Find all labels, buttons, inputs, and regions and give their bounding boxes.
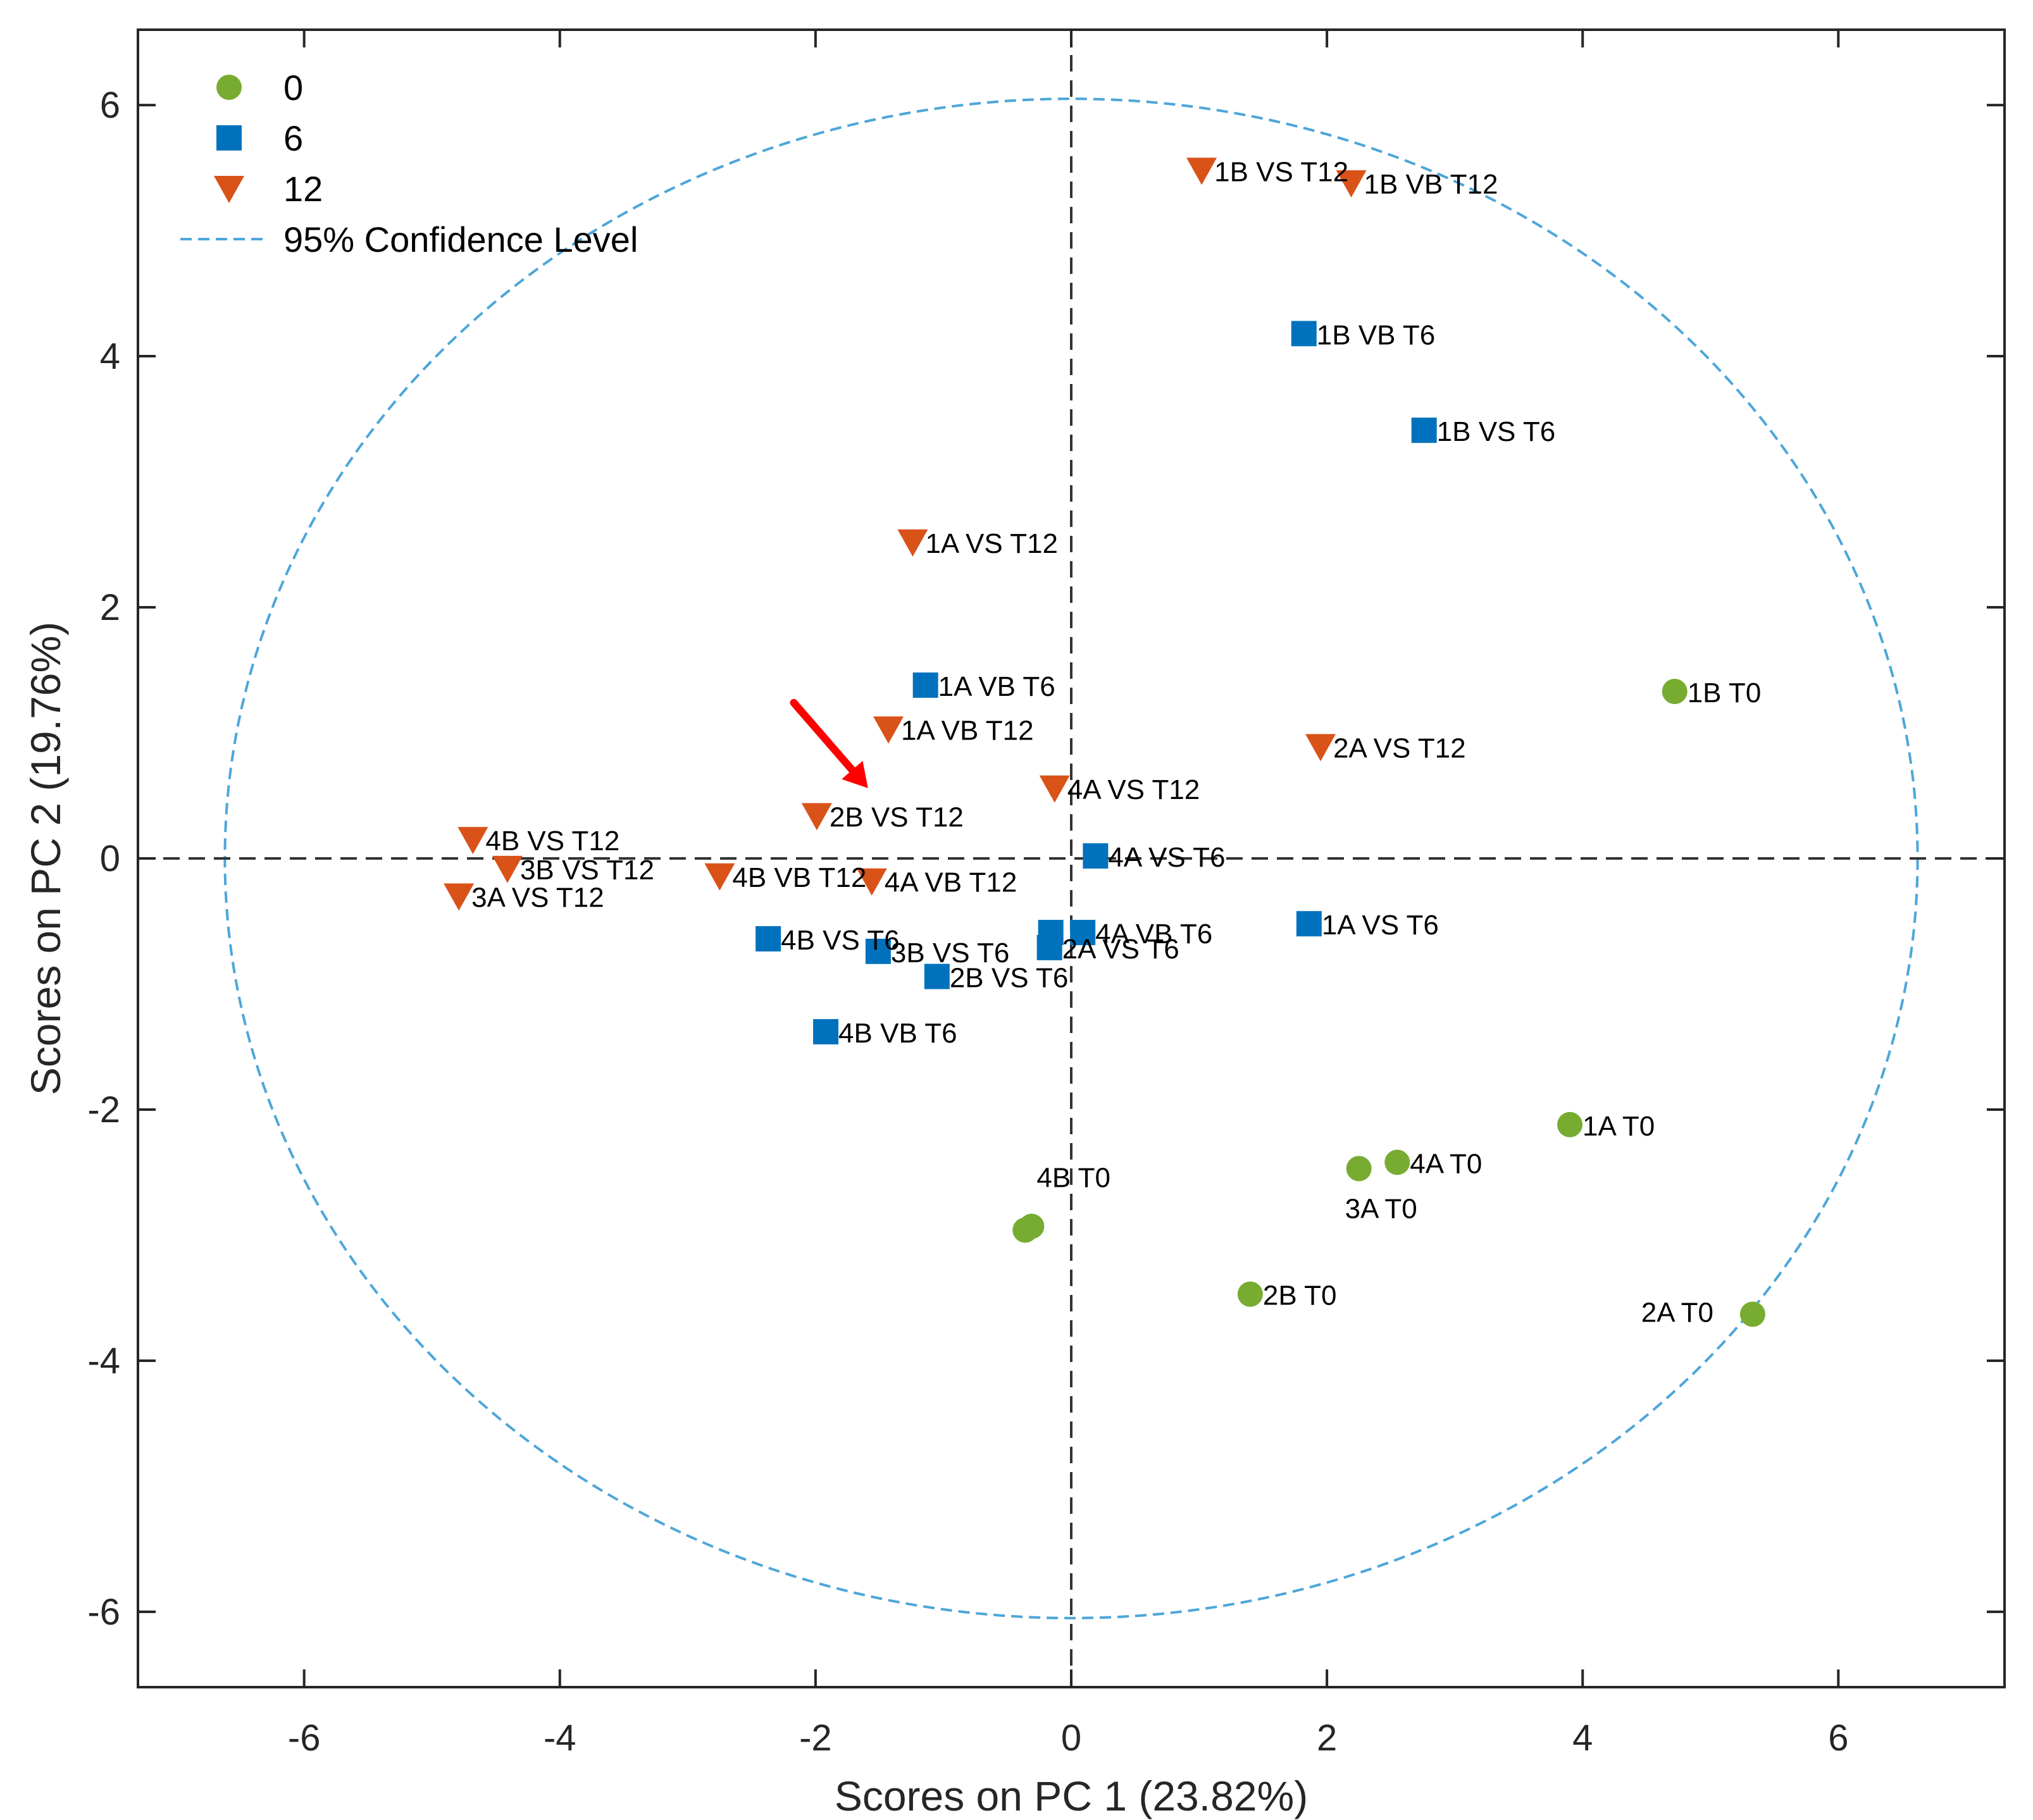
data-point bbox=[1186, 158, 1217, 185]
point-label: 1B VB T12 bbox=[1364, 169, 1498, 200]
annotation-arrow bbox=[790, 698, 862, 781]
data-point bbox=[1411, 418, 1437, 443]
point-label: 1B VS T12 bbox=[1214, 156, 1348, 187]
point-label: 1B VS T6 bbox=[1437, 416, 1556, 447]
point-label: 1A VB T6 bbox=[938, 671, 1055, 702]
y-axis-label: Scores on PC 2 (19.76%) bbox=[22, 622, 69, 1095]
data-point bbox=[1237, 1281, 1263, 1307]
data-point bbox=[912, 672, 938, 698]
x-axis-label: Scores on PC 1 (23.82%) bbox=[835, 1773, 1308, 1819]
point-label: 1A VS T6 bbox=[1322, 910, 1439, 941]
legend-marker bbox=[214, 176, 244, 203]
point-label: 2B T0 bbox=[1263, 1280, 1337, 1311]
y-tick-label: 6 bbox=[100, 85, 120, 126]
x-tick-label: -2 bbox=[799, 1718, 832, 1759]
point-label: 1B T0 bbox=[1688, 678, 1762, 709]
y-tick-label: 0 bbox=[100, 838, 120, 879]
point-label: 3A VS T12 bbox=[471, 882, 604, 913]
point-label: 4B VB T6 bbox=[838, 1018, 957, 1049]
point-label: 1A VB T12 bbox=[901, 715, 1034, 746]
point-label: 4B VB T12 bbox=[732, 862, 866, 893]
data-point bbox=[1083, 843, 1109, 869]
x-tick-label: 0 bbox=[1061, 1718, 1081, 1759]
point-label: 2B VS T12 bbox=[830, 802, 964, 833]
point-label: 3B VS T6 bbox=[891, 938, 1010, 969]
legend-label: 95% Confidence Level bbox=[283, 220, 638, 259]
point-label: 4A VS T6 bbox=[1108, 842, 1225, 873]
data-point bbox=[873, 716, 904, 744]
data-point bbox=[1346, 1156, 1372, 1182]
data-point bbox=[897, 529, 928, 557]
y-tick-label: -6 bbox=[87, 1592, 120, 1633]
data-point bbox=[1336, 170, 1367, 198]
data-point bbox=[1070, 920, 1096, 946]
point-label: 2A T0 bbox=[1641, 1297, 1713, 1328]
point-label: 1B VB T6 bbox=[1317, 319, 1436, 350]
point-label: 4A VB T6 bbox=[1095, 919, 1212, 950]
x-tick-label: 4 bbox=[1572, 1718, 1593, 1759]
point-label: 4B VS T6 bbox=[781, 925, 900, 956]
point-label: 1A VS T12 bbox=[925, 528, 1058, 559]
legend-label: 6 bbox=[283, 118, 303, 158]
annotation-arrow-head bbox=[842, 760, 868, 788]
point-label: 1A T0 bbox=[1582, 1111, 1655, 1142]
data-point bbox=[1291, 321, 1317, 347]
legend-label: 12 bbox=[283, 169, 323, 209]
data-point bbox=[444, 883, 475, 911]
y-tick-label: -2 bbox=[87, 1089, 120, 1130]
legend-label: 0 bbox=[283, 68, 303, 108]
point-label: 4A T0 bbox=[1410, 1148, 1482, 1179]
point-label: 3B VS T12 bbox=[520, 855, 654, 886]
data-point bbox=[801, 803, 832, 831]
point-label: 3A T0 bbox=[1345, 1193, 1417, 1224]
point-label: 2A VS T6 bbox=[1062, 934, 1179, 965]
data-point bbox=[1012, 1217, 1038, 1243]
legend-marker bbox=[216, 125, 242, 151]
data-point bbox=[1296, 911, 1322, 937]
point-label: 2A VS T12 bbox=[1333, 733, 1466, 764]
y-tick-label: 2 bbox=[100, 587, 120, 628]
point-label: 4B T0 bbox=[1036, 1163, 1110, 1194]
data-point bbox=[813, 1018, 839, 1044]
x-tick-label: -4 bbox=[544, 1718, 576, 1759]
data-point bbox=[492, 855, 523, 883]
data-point bbox=[856, 868, 887, 896]
data-point bbox=[1039, 775, 1070, 803]
data-point bbox=[1739, 1301, 1765, 1327]
data-point bbox=[865, 938, 891, 964]
data-point bbox=[1662, 679, 1688, 705]
point-label: 2B VS T6 bbox=[950, 963, 1069, 994]
data-point bbox=[457, 827, 488, 855]
data-point bbox=[1305, 734, 1336, 762]
data-point bbox=[704, 863, 735, 891]
point-label: 4A VS T12 bbox=[1067, 774, 1200, 805]
legend-marker bbox=[216, 75, 242, 100]
x-tick-label: 6 bbox=[1828, 1718, 1848, 1759]
point-label: 4A VB T12 bbox=[885, 867, 1017, 898]
x-tick-label: -6 bbox=[288, 1718, 321, 1759]
data-point bbox=[924, 963, 950, 989]
data-point bbox=[1036, 934, 1062, 960]
data-point bbox=[1557, 1111, 1583, 1137]
y-tick-label: 4 bbox=[100, 336, 120, 377]
y-tick-label: -4 bbox=[87, 1340, 120, 1382]
x-tick-label: 2 bbox=[1317, 1718, 1337, 1759]
data-point bbox=[755, 926, 781, 952]
point-label: 4B VS T12 bbox=[485, 826, 619, 857]
data-point bbox=[1384, 1149, 1410, 1175]
